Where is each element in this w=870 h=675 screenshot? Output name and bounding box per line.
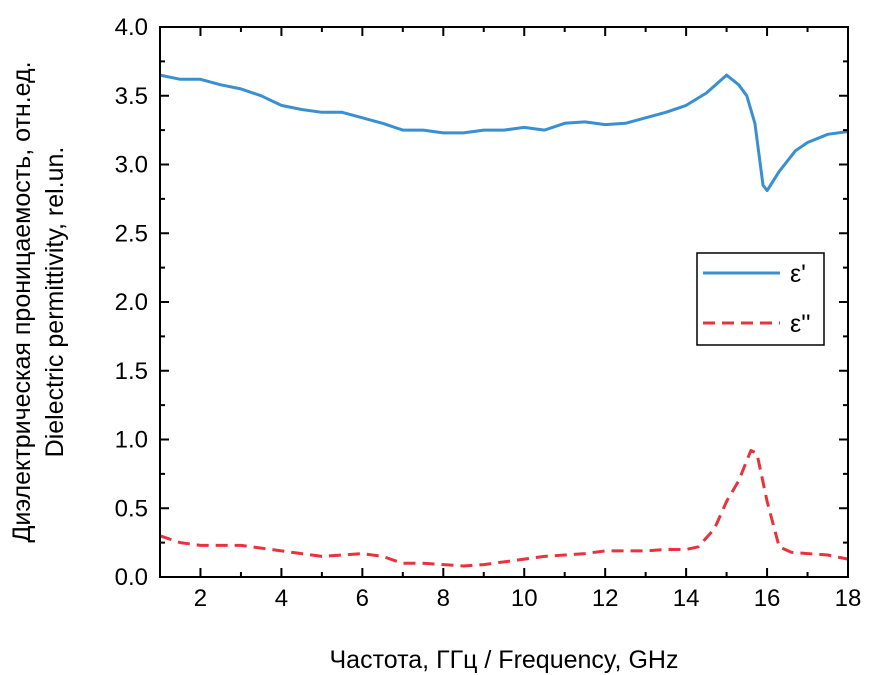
y-tick-label: 2.5 xyxy=(115,220,148,247)
legend: ε' ε'' xyxy=(696,252,825,346)
y-axis-label-line-2: Dielectric permittivity, rel.un. xyxy=(41,147,69,458)
x-tick-label: 8 xyxy=(437,585,450,612)
x-tick-label: 2 xyxy=(194,585,207,612)
plot-area xyxy=(159,73,849,568)
x-tick-label: 6 xyxy=(356,585,369,612)
x-tick-label: 16 xyxy=(754,585,781,612)
x-tick-label: 10 xyxy=(511,585,538,612)
series-line-eps-imag xyxy=(159,449,849,568)
legend-label-eps-imag: ε'' xyxy=(790,310,811,338)
y-axis-label: Диэлектрическая проницаемость, отн.ед. D… xyxy=(8,61,69,542)
axis-ticks: 2 4 6 8 10 12 14 16 18 0.0 0.5 1.0 1.5 2.0 2.5 3.0 3.5 4.… xyxy=(115,14,862,612)
x-axis-label: Частота, ГГц / Frequency, GHz xyxy=(330,646,679,674)
x-tick-label: 12 xyxy=(592,585,619,612)
y-tick-label: 3.5 xyxy=(115,83,148,110)
y-tick-label: 1.0 xyxy=(115,427,148,454)
y-axis-label-line-1: Диэлектрическая проницаемость, отн.ед. xyxy=(8,61,36,542)
y-tick-label: 4.0 xyxy=(115,14,148,41)
x-tick-label: 14 xyxy=(673,585,700,612)
legend-box xyxy=(696,252,825,346)
x-tick-label: 18 xyxy=(835,585,862,612)
y-tick-label: 3.0 xyxy=(115,152,148,179)
series-line-eps-real xyxy=(159,73,849,193)
x-tick-label: 4 xyxy=(275,585,288,612)
legend-label-eps-real: ε' xyxy=(790,260,806,288)
y-tick-label: 1.5 xyxy=(115,358,148,385)
y-tick-label: 0.5 xyxy=(115,495,148,522)
y-tick-label: 2.0 xyxy=(115,289,148,316)
y-tick-label: 0.0 xyxy=(115,564,148,591)
